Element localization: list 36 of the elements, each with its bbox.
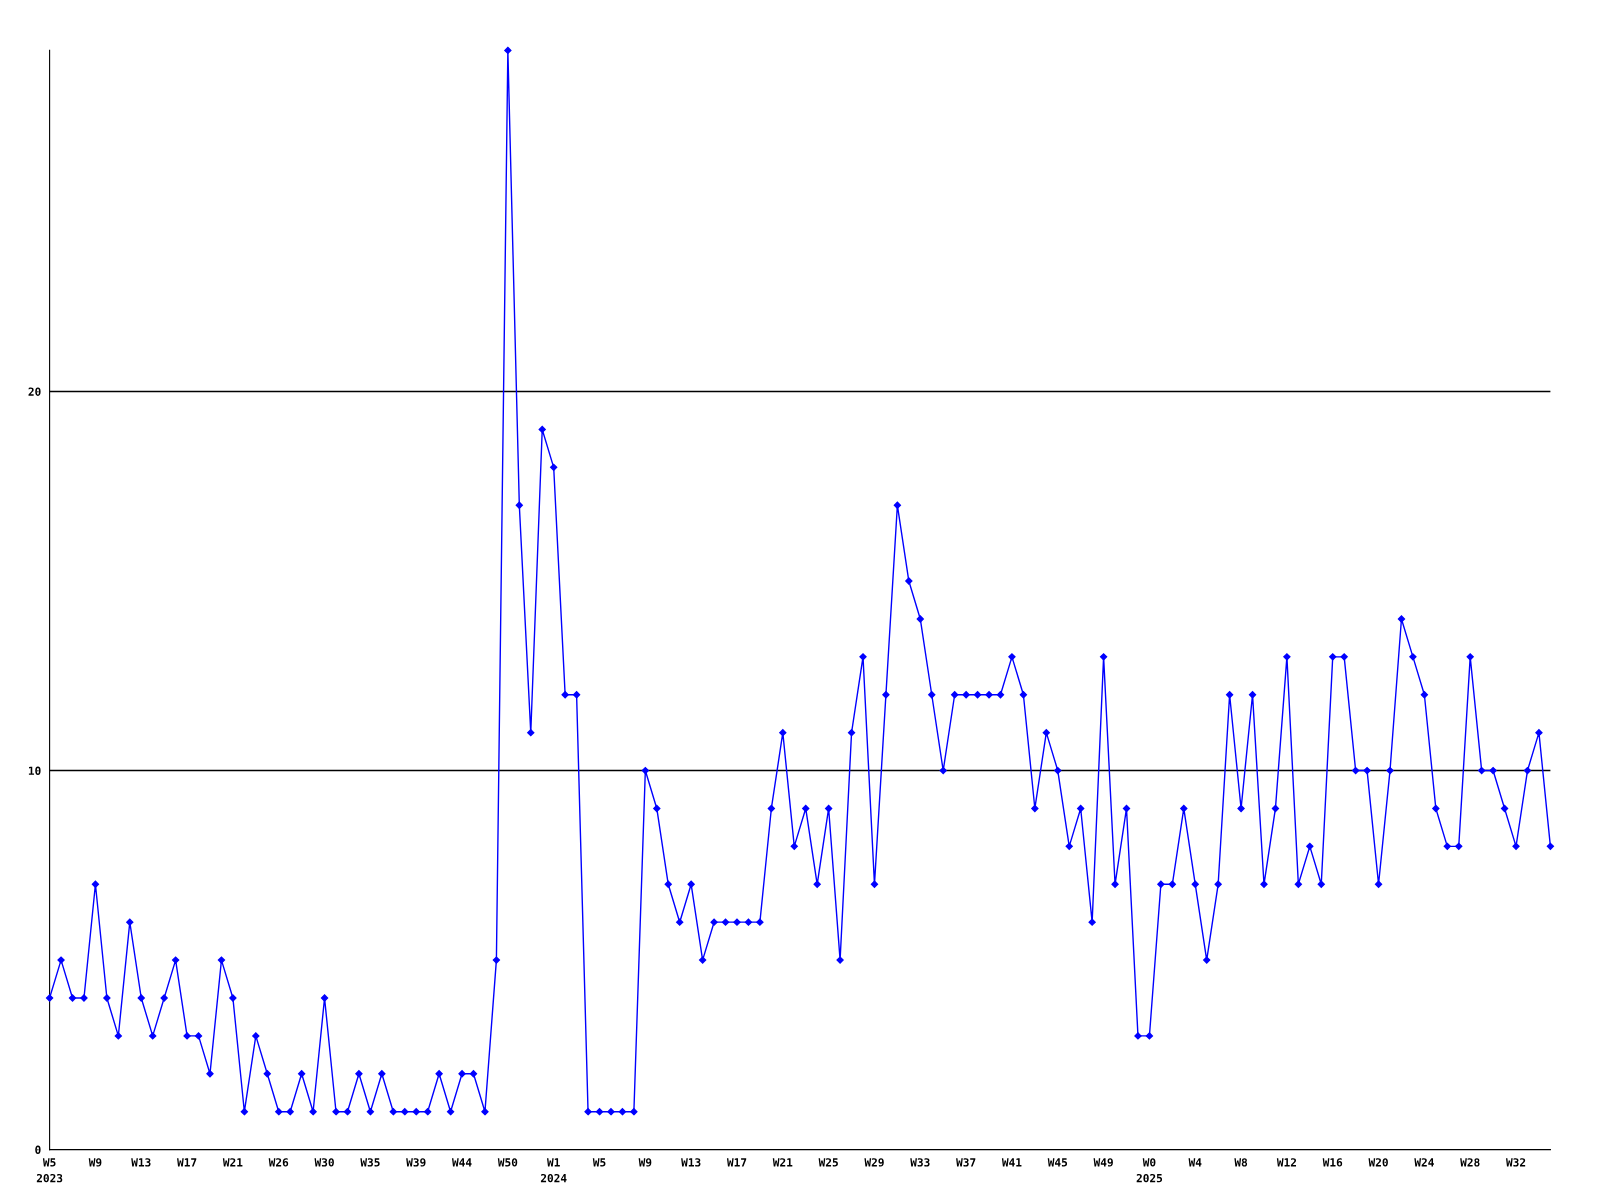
x-tick-label: W35 <box>360 1158 380 1167</box>
x-tick-label: W17 <box>177 1158 197 1167</box>
x-tick-label: W44 <box>452 1158 472 1167</box>
x-tick-label: W5 2023 <box>36 1158 63 1183</box>
x-tick-label: W13 <box>681 1158 701 1167</box>
x-tick-label: W50 <box>497 1158 518 1167</box>
x-tick-label: W16 <box>1322 1158 1343 1167</box>
x-tick-label: W0 2025 <box>1136 1158 1163 1183</box>
x-tick-label: W29 <box>864 1158 884 1167</box>
x-tick-label: W39 <box>406 1158 426 1167</box>
x-tick-label: W25 <box>818 1158 838 1167</box>
x-tick-label: W30 <box>314 1158 334 1167</box>
x-tick-label: W24 <box>1414 1158 1434 1167</box>
x-tick-label: W5 <box>592 1158 606 1167</box>
x-tick-label: W41 <box>1001 1158 1022 1167</box>
x-tick-label: W21 <box>222 1158 243 1167</box>
x-tick-label: W49 <box>1093 1158 1113 1167</box>
x-tick-label: W37 <box>956 1158 976 1167</box>
x-tick-label: W21 <box>772 1158 793 1167</box>
x-tick-label: W20 <box>1368 1158 1388 1167</box>
y-tick-label: 0 <box>35 1145 41 1154</box>
x-tick-label: W4 <box>1188 1158 1202 1167</box>
x-tick-label: W13 <box>131 1158 151 1167</box>
x-tick-label: W9 <box>638 1158 652 1167</box>
x-tick-label: W33 <box>910 1158 930 1167</box>
y-tick-label: 10 <box>28 766 41 775</box>
x-tick-label: W17 <box>726 1158 747 1167</box>
x-tick-label: W26 <box>268 1158 289 1167</box>
x-tick-label: W28 <box>1460 1158 1480 1167</box>
x-tick-label: W8 <box>1234 1158 1248 1167</box>
x-tick-label: W45 <box>1047 1158 1068 1167</box>
x-tick-label: W1 2024 <box>540 1158 567 1183</box>
x-tick-label: W9 <box>88 1158 102 1167</box>
x-tick-label: W32 <box>1506 1158 1526 1167</box>
y-tick-label: 20 <box>28 387 41 396</box>
x-tick-label: W12 <box>1276 1158 1297 1167</box>
